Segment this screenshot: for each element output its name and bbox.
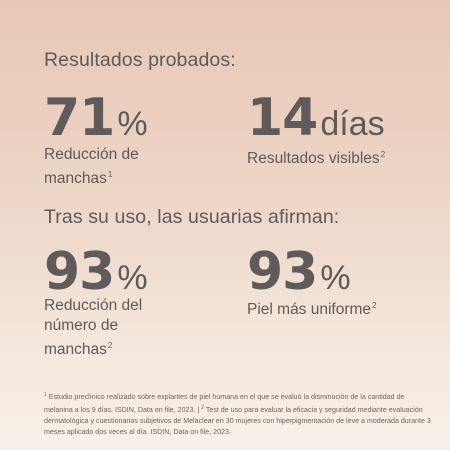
- footnote-ref: 2: [372, 301, 377, 310]
- stat-value: 93: [44, 242, 115, 302]
- label-line: Piel más uniforme2: [247, 301, 377, 318]
- stat-14-days: 14 días: [247, 92, 385, 144]
- label-line: Reducción de: [44, 146, 139, 163]
- label-line: Resultados visibles2: [247, 150, 386, 167]
- stat-value: 71: [44, 88, 115, 148]
- stat-label-visible-results: Resultados visibles2: [247, 145, 385, 169]
- footnote-part: Estudio preclínico realizado sobre expla…: [44, 393, 405, 414]
- stat-label-spot-reduction: Reducción de manchas1: [44, 145, 139, 189]
- stat-value: 14: [247, 88, 318, 148]
- stat-unit: %: [117, 105, 148, 143]
- footnote-ref: 2: [107, 341, 113, 350]
- footnote-ref: 1: [107, 170, 113, 179]
- label-line: número de: [44, 317, 119, 334]
- section-title-results: Resultados probados:: [44, 49, 236, 71]
- stat-unit: %: [320, 259, 351, 297]
- footnote-part: Test de uso para evaluar la eficacia y s…: [44, 406, 431, 436]
- stat-value: 93: [247, 242, 318, 302]
- stat-label-fewer-spots: Reducción del número de manchas2: [44, 296, 142, 360]
- footnote-text: 1 Estudio preclínico realizado sobre exp…: [44, 390, 434, 438]
- stat-93-percent-spots: 93 %: [44, 246, 148, 298]
- label-line: Reducción del: [44, 297, 143, 314]
- label-line: manchas1: [44, 170, 113, 187]
- footnote-marker: 2: [201, 405, 204, 411]
- section-title-users-claim: Tras su uso, las usuarias afirman:: [44, 206, 340, 228]
- stat-unit: días: [320, 105, 385, 143]
- stat-93-percent-uniform: 93 %: [247, 246, 351, 298]
- stat-71-percent: 71 %: [44, 92, 148, 144]
- stat-label-uniform-skin: Piel más uniforme2: [247, 296, 377, 320]
- stat-unit: %: [117, 259, 148, 297]
- footnote-ref: 2: [380, 150, 386, 159]
- footnote-marker: 1: [44, 392, 47, 398]
- label-line: manchas2: [44, 341, 113, 358]
